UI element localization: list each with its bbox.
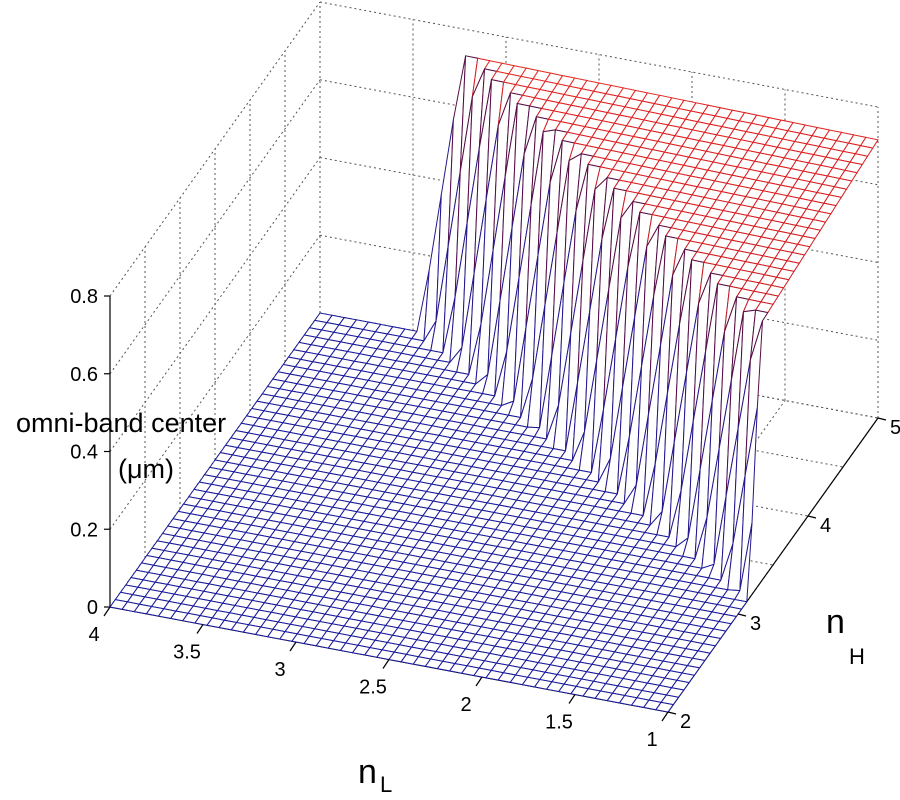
x-tick-mark: [103, 606, 111, 617]
x-tick-label: 3.5: [173, 642, 201, 664]
z-tick-labels: 0 0.2 0.4 0.6 0.8: [70, 286, 110, 619]
y-tick-label: 2: [680, 711, 691, 733]
x-tick-label: 1.5: [545, 712, 573, 734]
y-tick-label: 4: [820, 515, 831, 537]
x-tick-label: 2.5: [359, 677, 387, 699]
x-axis-label: n L: [358, 753, 392, 797]
x-tick-mark: [196, 624, 204, 634]
surface-layer: [109, 55, 879, 713]
grid-line: [109, 157, 321, 452]
surface-patch: [655, 701, 675, 713]
x-tick-mark: [661, 711, 669, 722]
x-tick-mark: [568, 694, 576, 704]
y-tick-mark: [737, 613, 747, 617]
y-tick-label: 3: [750, 613, 761, 635]
y-axis-label-sub: H: [849, 644, 865, 669]
x-axis-label-main: n: [358, 753, 377, 791]
z-tick-label: 0.4: [70, 442, 98, 464]
x-tick-label: 1: [646, 729, 657, 751]
z-axis-label-line1: omni-band center: [16, 408, 226, 438]
x-tick-mark: [475, 676, 483, 687]
y-axis-label-main: n: [826, 603, 845, 641]
z-tick-label: 0: [87, 597, 98, 619]
y-tick-mark: [667, 711, 677, 715]
grid-line: [109, 1, 321, 297]
grid-line: [109, 79, 321, 375]
x-tick-label: 3: [274, 659, 285, 681]
z-tick-label: 0.6: [70, 364, 98, 386]
x-tick-mark: [289, 641, 297, 652]
x-tick-labels: 1 1.5 2 2.5 3 3.5 4: [88, 606, 669, 751]
z-tick-label: 0.8: [70, 286, 98, 308]
x-tick-label: 4: [88, 624, 99, 646]
grid-line: [109, 234, 321, 530]
z-tick-label: 0.2: [70, 519, 98, 541]
y-tick-mark: [807, 515, 817, 519]
x-tick-mark: [382, 659, 390, 669]
y-tick-mark: [877, 417, 887, 421]
y-tick-label: 5: [890, 417, 900, 439]
x-tick-label: 2: [460, 694, 471, 716]
y-tick-labels: 2 3 4 5: [667, 417, 900, 733]
z-axis-label-line2: (μm): [118, 454, 174, 484]
y-axis-label: n H: [826, 603, 865, 669]
x-axis-label-sub: L: [380, 772, 392, 797]
